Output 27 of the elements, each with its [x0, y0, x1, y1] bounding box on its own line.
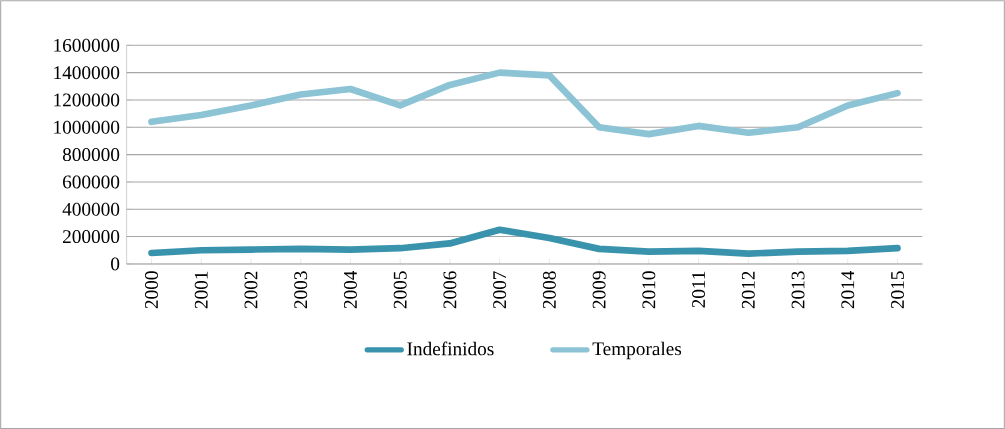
x-tick-label: 2010 — [642, 271, 656, 309]
x-tick-label: 2009 — [592, 271, 606, 309]
x-tick-label: 2003 — [294, 271, 308, 309]
x-tick-label: 2001 — [194, 271, 208, 309]
y-tick-label: 600000 — [63, 175, 120, 189]
y-tick-label: 1600000 — [54, 38, 120, 52]
x-tick-label: 2015 — [891, 271, 904, 309]
x-tick-label: 2006 — [443, 271, 457, 309]
y-tick-label: 200000 — [63, 229, 120, 243]
legend-label: Temporales — [592, 341, 682, 360]
x-tick-label: 2008 — [542, 271, 556, 309]
x-tick-label: 2002 — [244, 271, 258, 309]
y-tick-label: 400000 — [62, 202, 120, 216]
x-tick-label: 2014 — [841, 270, 855, 309]
x-tick-label: 2011 — [692, 271, 706, 308]
y-tick-label: 1000000 — [54, 120, 120, 134]
y-tick-label: 800000 — [62, 148, 120, 162]
x-tick-label: 2005 — [393, 271, 407, 309]
y-tick-label: 1400000 — [54, 66, 120, 80]
x-tick-label: 2007 — [493, 271, 507, 309]
x-tick-label: 2012 — [741, 271, 755, 309]
x-tick-label: 2000 — [144, 271, 158, 309]
legend-label: Indefinidos — [407, 341, 494, 356]
x-tick-label: 2004 — [343, 270, 357, 309]
x-tick-label: 2013 — [791, 271, 805, 309]
y-tick-label: 0 — [111, 257, 120, 271]
y-tick-label: 1200000 — [54, 93, 120, 107]
